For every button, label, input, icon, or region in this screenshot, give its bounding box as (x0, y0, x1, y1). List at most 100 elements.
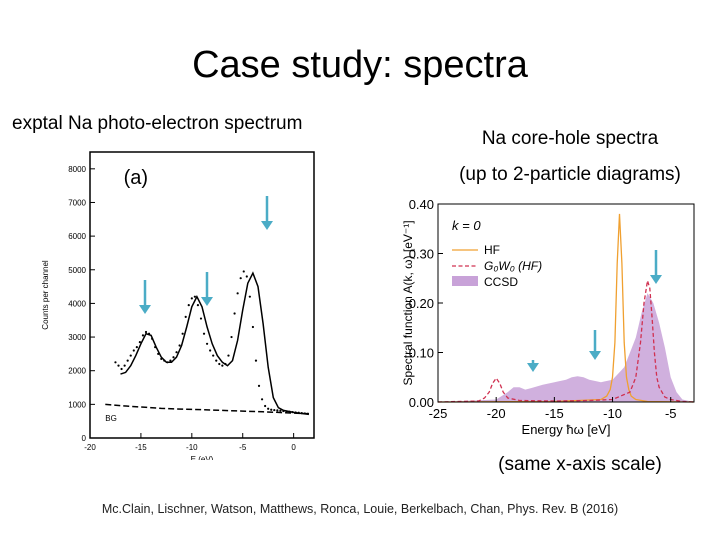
data-point (187, 303, 190, 307)
data-point (236, 292, 239, 295)
data-point (248, 295, 251, 298)
data-point (212, 354, 215, 357)
data-point (270, 408, 273, 411)
experimental-spectrum-chart: 0 1000 2000 3000 4000 5000 6000 7000 8000 -20 -15 -… (41, 151, 315, 460)
legend-swatch-ccsd (452, 276, 478, 286)
series-hf-line (437, 213, 695, 403)
data-point (230, 335, 233, 339)
x-tick-label: -5 (239, 443, 247, 452)
data-point (141, 334, 145, 337)
data-point (257, 384, 261, 387)
background-line (105, 403, 309, 415)
y-tick-label: 0.30 (409, 247, 434, 262)
y-tick-label: 0.10 (409, 346, 434, 361)
y-tick-label: 0.40 (409, 197, 434, 212)
arrow-head (527, 363, 539, 372)
y-tick-label: 1000 (68, 400, 86, 409)
arrow-head (139, 305, 151, 314)
data-point (135, 346, 138, 349)
y-tick-label: 8000 (68, 165, 86, 174)
y-tick-label: 5000 (68, 266, 86, 275)
data-point (260, 398, 264, 401)
data-point (233, 312, 236, 315)
data-point (227, 354, 230, 357)
data-point (120, 367, 123, 371)
data-point (184, 315, 187, 318)
arrow-head (201, 297, 213, 306)
data-point (178, 344, 181, 347)
panel-label: k = 0 (452, 218, 481, 233)
data-point (218, 362, 221, 366)
data-point (196, 303, 200, 307)
slide-title: Case study: spectra (192, 44, 528, 86)
y-tick-label: 7000 (68, 198, 86, 207)
legend-label-ccsd: CCSD (484, 275, 518, 289)
fit-line (120, 271, 309, 416)
data-point (129, 354, 132, 357)
data-point (181, 332, 184, 335)
y-tick-label: 4000 (68, 299, 86, 308)
data-point (267, 407, 270, 410)
x-tick-label: -20 (487, 406, 506, 421)
data-point (117, 364, 120, 367)
x-tick-label: -20 (84, 443, 96, 452)
data-point (169, 359, 172, 362)
data-point (276, 409, 279, 412)
series-g0w0-line (437, 280, 695, 403)
data-point (199, 317, 203, 320)
y-axis-label: Counts per channel (41, 260, 50, 330)
x-tick-label: -10 (186, 443, 198, 452)
data-point (175, 351, 178, 354)
data-point (264, 404, 267, 408)
data-point (144, 330, 148, 334)
arrow-head (650, 275, 662, 284)
data-point (123, 364, 126, 367)
x-tick-label: -15 (545, 406, 564, 421)
arrow-head (261, 221, 273, 230)
legend-label-g0w0: G₀W₀ (HF) (484, 259, 542, 273)
x-tick-label: -5 (665, 406, 677, 421)
y-tick-label: 2000 (68, 367, 86, 376)
data-point (126, 359, 129, 362)
data-point (251, 325, 255, 329)
y-tick-label: 0.20 (409, 296, 434, 311)
y-tick-label: 3000 (68, 333, 86, 342)
data-point (205, 342, 209, 345)
panel-label: (a) (124, 167, 148, 189)
data-point (239, 277, 242, 280)
x-tick-label: -10 (603, 406, 622, 421)
data-point (202, 332, 206, 335)
bg-annotation: BG (105, 414, 117, 423)
plot-frame (89, 151, 315, 439)
right-caption-line2: (up to 2-particle diagrams) (459, 164, 681, 185)
data-point (242, 270, 245, 273)
x-tick-label: -15 (135, 443, 147, 452)
x-axis-label: E (eV) (191, 455, 214, 460)
x-tick-label: -25 (429, 406, 448, 421)
y-tick-label: 6000 (68, 232, 86, 241)
series-ccsd-area (438, 293, 694, 402)
data-point (209, 349, 212, 352)
axis-note: (same x-axis scale) (498, 454, 662, 475)
y-tick-label: 0.00 (409, 395, 434, 410)
right-caption-line1: Na core-hole spectra (481, 128, 659, 149)
x-axis-label: Energy ħω [eV] (522, 422, 611, 437)
y-tick-label: 0 (82, 434, 87, 443)
data-point (114, 361, 117, 364)
y-axis-label: Spectral function A(k, ω) [eV⁻¹] (401, 220, 415, 385)
data-point (245, 275, 248, 278)
data-point (172, 356, 175, 359)
data-point (138, 341, 141, 344)
x-tick-label: 0 (291, 443, 296, 452)
data-point (132, 349, 135, 352)
legend-label-hf: HF (484, 243, 500, 257)
data-point (215, 359, 218, 362)
arrow-head (589, 351, 601, 360)
data-point (273, 408, 276, 412)
citation: Mc.Clain, Lischner, Watson, Matthews, Ro… (101, 502, 619, 516)
data-point (254, 359, 258, 362)
core-hole-spectra-chart: 0.00 0.10 0.20 0.30 0.40 -25 -20 -15 -10 -5 Energy… (401, 197, 695, 437)
data-point (221, 364, 224, 367)
left-caption: exptal Na photo-electron spectrum (12, 113, 303, 134)
